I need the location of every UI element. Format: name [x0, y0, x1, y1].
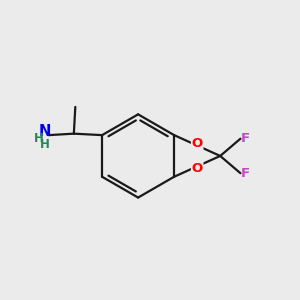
Text: H: H [34, 132, 44, 145]
Text: H: H [40, 138, 50, 151]
Text: F: F [241, 167, 250, 180]
Text: N: N [39, 124, 51, 139]
Text: O: O [192, 162, 203, 175]
Text: O: O [192, 137, 203, 150]
Text: F: F [241, 132, 250, 145]
